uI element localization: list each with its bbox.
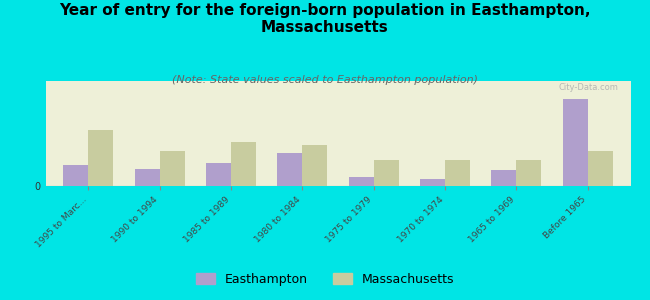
Bar bbox=[491, 170, 516, 186]
Bar bbox=[420, 179, 445, 186]
Legend: Easthampton, Massachusetts: Easthampton, Massachusetts bbox=[191, 268, 459, 291]
Bar bbox=[231, 142, 256, 186]
Text: (Note: State values scaled to Easthampton population): (Note: State values scaled to Easthampto… bbox=[172, 75, 478, 85]
Text: City-Data.com: City-Data.com bbox=[559, 83, 619, 92]
Bar bbox=[278, 153, 302, 186]
Bar bbox=[374, 160, 398, 186]
Bar bbox=[63, 165, 88, 186]
Bar bbox=[302, 145, 328, 186]
Bar bbox=[445, 160, 470, 186]
Bar bbox=[88, 130, 113, 186]
Bar bbox=[135, 169, 160, 186]
Bar bbox=[588, 151, 613, 186]
Bar bbox=[563, 98, 588, 186]
Bar bbox=[348, 177, 374, 186]
Bar bbox=[160, 151, 185, 186]
Bar bbox=[206, 163, 231, 186]
Bar bbox=[516, 160, 541, 186]
Text: Year of entry for the foreign-born population in Easthampton,
Massachusetts: Year of entry for the foreign-born popul… bbox=[59, 3, 591, 35]
